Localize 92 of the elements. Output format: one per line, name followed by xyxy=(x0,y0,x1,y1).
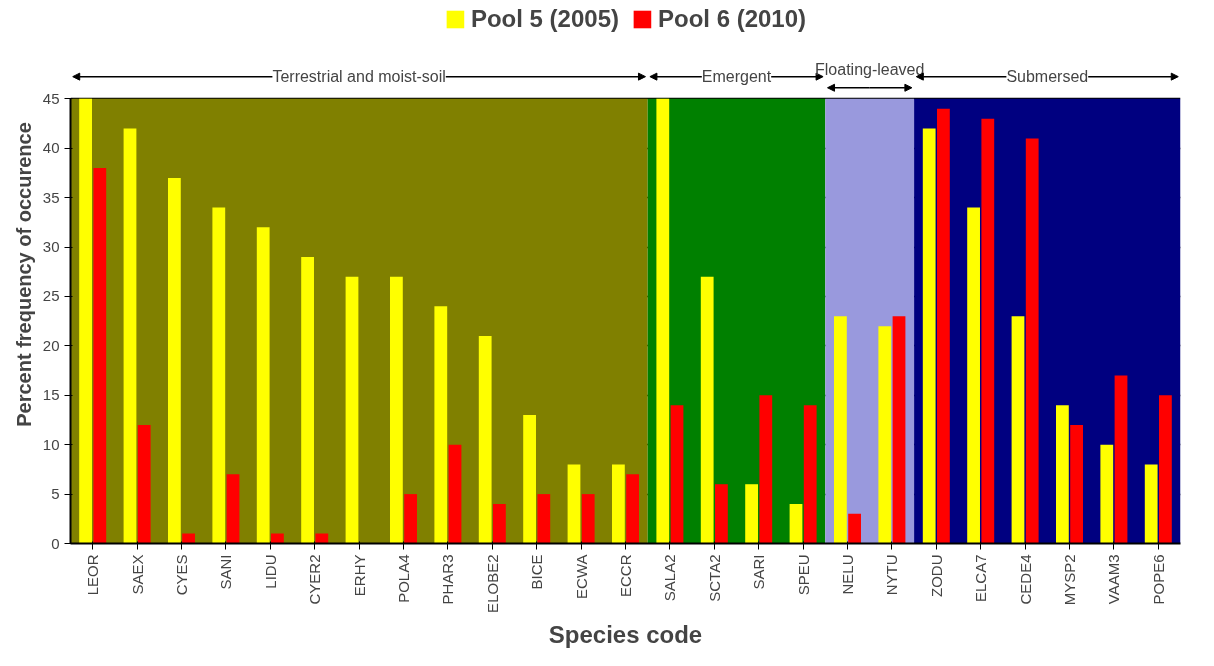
bar xyxy=(390,276,403,544)
x-tick-label: MYSP2 xyxy=(1061,554,1078,606)
bar xyxy=(301,256,314,544)
x-tick-label: ELOBE2 xyxy=(483,554,501,613)
bar xyxy=(1100,444,1114,544)
bar xyxy=(967,207,980,544)
bar xyxy=(848,513,861,544)
x-tick-label: SPEU xyxy=(794,554,812,596)
x-tick-label: ELCA7 xyxy=(972,554,990,603)
bar xyxy=(759,395,773,544)
x-tick-label: LIDU xyxy=(261,554,279,589)
x-tick-label: ECWA xyxy=(572,554,590,599)
y-tick-label: 10 xyxy=(42,435,60,453)
bar xyxy=(700,276,714,544)
y-tick-label: 5 xyxy=(51,485,60,503)
x-axis-title: Species code xyxy=(548,620,703,648)
y-tick-label: 45 xyxy=(42,89,60,107)
y-tick-label: 35 xyxy=(42,188,60,206)
bar xyxy=(123,128,137,544)
y-tick-label: 40 xyxy=(42,139,60,157)
bar xyxy=(878,326,892,544)
bar xyxy=(715,484,728,544)
bar xyxy=(1011,316,1025,544)
legend-label: Pool 5 (2005) xyxy=(470,5,619,33)
bar xyxy=(937,108,950,544)
x-tick-label: CEDE4 xyxy=(1016,554,1034,605)
x-tick-label: POLA4 xyxy=(395,554,412,603)
y-axis-title: Percent frequency of occurence xyxy=(12,122,35,427)
bar xyxy=(79,98,92,544)
bar xyxy=(892,316,906,544)
y-tick-label: 30 xyxy=(42,238,60,256)
band-label: Floating-leaved xyxy=(815,61,925,79)
bar xyxy=(271,533,284,544)
bar xyxy=(434,306,448,544)
bar xyxy=(493,503,506,544)
x-tick-label: SAEX xyxy=(128,554,146,595)
bar xyxy=(745,484,758,544)
bar xyxy=(581,494,595,544)
x-tick-label: SCTA2 xyxy=(705,554,723,602)
bar xyxy=(478,336,492,544)
x-tick-label: LEOR xyxy=(84,554,102,596)
x-tick-label: ERHY xyxy=(350,554,368,597)
bar xyxy=(93,168,107,544)
x-tick-label: VAAM3 xyxy=(1105,554,1123,605)
bar xyxy=(212,207,226,544)
bar xyxy=(448,444,462,544)
x-tick-label: CYER2 xyxy=(306,554,324,605)
bar xyxy=(523,415,536,544)
x-tick-label: ECCR xyxy=(617,554,634,597)
bar xyxy=(537,494,551,544)
y-tick-label: 20 xyxy=(42,336,60,354)
bar xyxy=(1114,375,1128,544)
x-tick-label: NELU xyxy=(839,554,856,595)
bar xyxy=(656,98,670,544)
bar xyxy=(137,424,151,544)
y-tick-label: 25 xyxy=(42,287,60,305)
band-label: Terrestrial and moist-soil xyxy=(272,68,446,86)
y-tick-label: 15 xyxy=(42,386,60,404)
bar xyxy=(612,464,625,544)
bar xyxy=(1070,424,1083,544)
bar xyxy=(789,503,803,544)
bar xyxy=(315,533,329,544)
bar xyxy=(345,276,359,544)
bar xyxy=(834,316,847,544)
bar xyxy=(404,494,417,544)
bar xyxy=(922,128,936,544)
x-tick-label: BICE xyxy=(528,554,546,590)
bar xyxy=(1159,395,1172,544)
bar xyxy=(226,474,240,544)
y-tick-label: 0 xyxy=(51,534,60,552)
x-tick-label: CYES xyxy=(173,554,190,596)
bar xyxy=(981,118,995,544)
bar xyxy=(1144,464,1158,544)
bar xyxy=(670,405,684,544)
bar xyxy=(1056,405,1069,544)
bar xyxy=(256,227,270,544)
x-tick-label: SANI xyxy=(217,554,235,590)
x-tick-label: PHAR3 xyxy=(439,554,457,605)
bar xyxy=(182,533,195,544)
bar xyxy=(803,405,817,544)
x-tick-label: POPE6 xyxy=(1149,554,1167,605)
x-tick-label: SARI xyxy=(750,554,768,590)
bar xyxy=(567,464,581,544)
x-tick-label: NYTU xyxy=(883,554,901,596)
x-tick-label: ZODU xyxy=(927,554,945,597)
bar xyxy=(626,474,639,544)
x-tick-label: SALA2 xyxy=(661,554,679,602)
legend-label: Pool 6 (2010) xyxy=(658,5,807,33)
bar xyxy=(168,177,181,544)
band-label: Emergent xyxy=(701,68,772,86)
band-label: Submersed xyxy=(1006,68,1089,86)
bar xyxy=(1025,138,1039,544)
